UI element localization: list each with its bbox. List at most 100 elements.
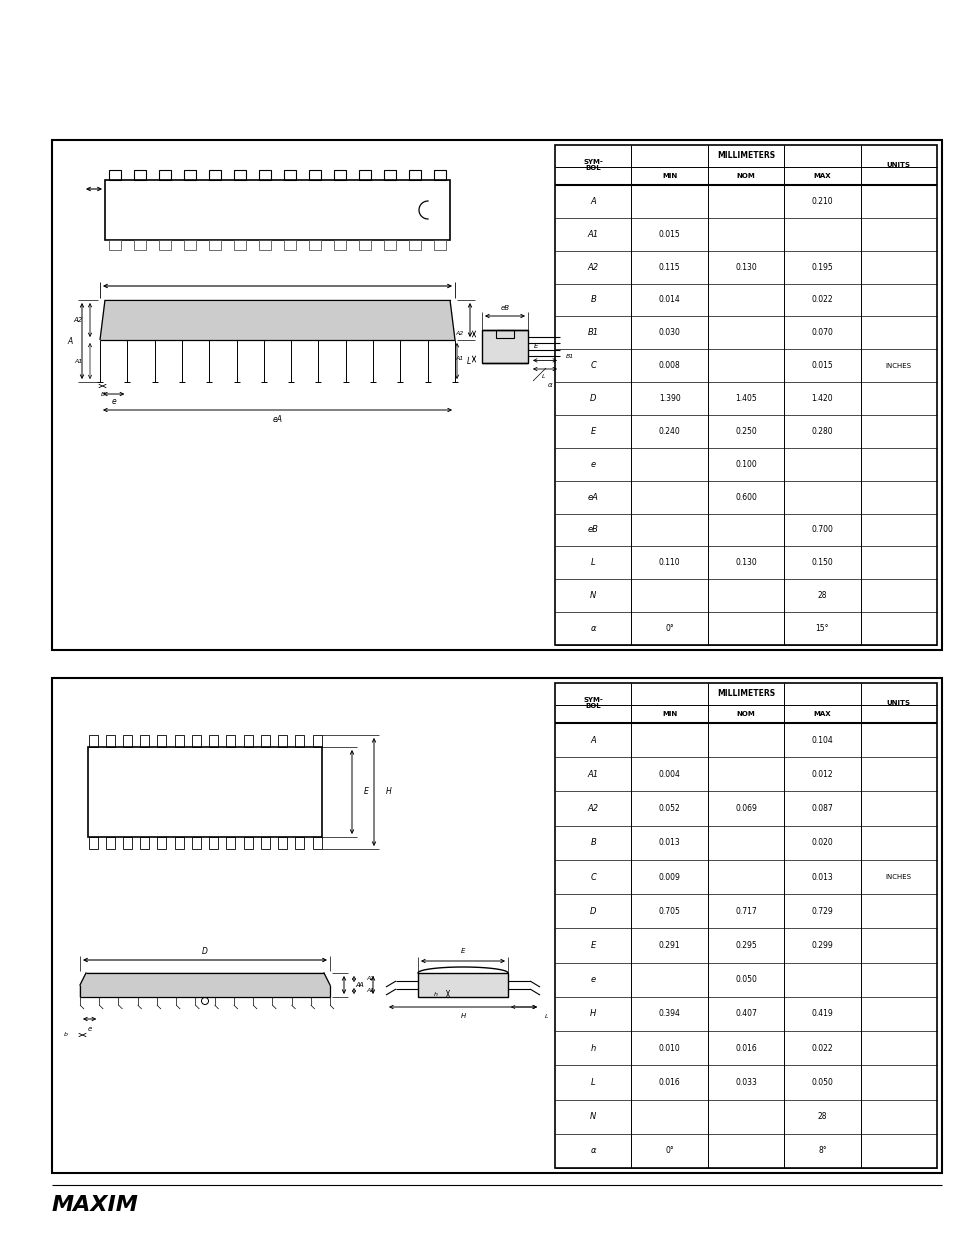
Text: A: A [590, 736, 596, 745]
Bar [384, 240, 395, 249]
Text: L: L [467, 357, 471, 366]
Bar [184, 170, 195, 180]
Text: 0.250: 0.250 [735, 427, 756, 436]
Bar [184, 240, 195, 249]
Bar [334, 170, 346, 180]
Text: 0.070: 0.070 [811, 329, 833, 337]
Text: 0.700: 0.700 [811, 526, 833, 535]
Bar [284, 240, 295, 249]
Bar [334, 240, 346, 249]
Text: h: h [590, 1044, 596, 1052]
Text: MIN: MIN [661, 711, 677, 718]
Text: 0.013: 0.013 [811, 873, 832, 882]
Text: MILLIMETERS: MILLIMETERS [717, 152, 774, 161]
Polygon shape [80, 973, 330, 997]
Text: 0.130: 0.130 [735, 558, 756, 567]
Text: B: B [101, 391, 105, 396]
Text: A: A [358, 982, 363, 988]
Text: C: C [590, 361, 596, 370]
Bar [243, 735, 253, 747]
Text: 28: 28 [817, 1113, 826, 1121]
Text: A2: A2 [73, 317, 83, 324]
Text: b: b [64, 1032, 68, 1037]
Circle shape [201, 998, 209, 1004]
Bar [159, 240, 171, 249]
Text: 0.015: 0.015 [811, 361, 832, 370]
Bar [496, 330, 514, 338]
Bar [384, 170, 395, 180]
Bar [434, 170, 446, 180]
Text: e: e [88, 1026, 91, 1032]
Text: 0.050: 0.050 [811, 1078, 833, 1087]
Text: A2: A2 [587, 263, 598, 272]
Bar [313, 735, 321, 747]
Text: 0.195: 0.195 [811, 263, 832, 272]
Bar [277, 735, 287, 747]
Text: 0.717: 0.717 [735, 906, 756, 916]
Text: 0.012: 0.012 [811, 769, 832, 779]
Text: 0.150: 0.150 [811, 558, 832, 567]
Bar [258, 240, 271, 249]
Text: E: E [534, 343, 537, 350]
Text: 0.130: 0.130 [735, 263, 756, 272]
Text: eA: eA [273, 415, 282, 424]
Bar [233, 240, 246, 249]
Bar [192, 837, 201, 848]
Text: MAX: MAX [813, 711, 830, 718]
Bar [106, 837, 114, 848]
Text: 8°: 8° [818, 1146, 826, 1156]
Text: 0.016: 0.016 [735, 1044, 756, 1052]
Bar [409, 240, 420, 249]
Text: 0.600: 0.600 [735, 493, 756, 501]
Bar [157, 837, 166, 848]
Text: eB: eB [587, 526, 598, 535]
Bar [226, 735, 235, 747]
Bar [105, 180, 450, 240]
Text: α: α [590, 1146, 596, 1156]
Bar [52, 140, 941, 650]
Text: 0.110: 0.110 [659, 558, 679, 567]
Text: 0.115: 0.115 [659, 263, 679, 272]
Text: H: H [386, 788, 392, 797]
Bar [140, 735, 149, 747]
Text: L: L [590, 1078, 595, 1087]
Text: 0°: 0° [664, 1146, 673, 1156]
Bar [226, 837, 235, 848]
Text: E: E [590, 427, 596, 436]
Bar [309, 240, 320, 249]
Text: 1.405: 1.405 [735, 394, 756, 403]
Text: 0.030: 0.030 [658, 329, 679, 337]
Text: INCHES: INCHES [885, 874, 911, 881]
Text: α: α [547, 382, 552, 388]
Text: A2: A2 [366, 977, 374, 982]
Bar [295, 735, 304, 747]
Text: 0.050: 0.050 [735, 976, 756, 984]
Text: 0.008: 0.008 [658, 361, 679, 370]
Bar [157, 735, 166, 747]
Bar [123, 837, 132, 848]
Bar [174, 735, 184, 747]
Text: 0.022: 0.022 [811, 1044, 832, 1052]
Bar [313, 837, 321, 848]
Text: α: α [590, 624, 596, 634]
Text: NOM: NOM [736, 173, 755, 179]
Bar [159, 170, 171, 180]
Bar [52, 678, 941, 1173]
Text: 0.104: 0.104 [811, 736, 832, 745]
Text: B1: B1 [565, 354, 574, 359]
Text: 0.394: 0.394 [658, 1009, 679, 1019]
Text: L: L [544, 1014, 548, 1019]
Text: 0.013: 0.013 [658, 839, 679, 847]
Text: A1: A1 [366, 988, 374, 993]
Text: L: L [590, 558, 595, 567]
Text: A: A [590, 196, 596, 206]
Bar [260, 837, 270, 848]
Bar [258, 170, 271, 180]
Bar [89, 837, 97, 848]
Bar [555, 683, 936, 1168]
Text: 0.419: 0.419 [811, 1009, 832, 1019]
Text: SYM-
BOL: SYM- BOL [582, 697, 602, 709]
Text: 0.069: 0.069 [735, 804, 756, 813]
Text: N: N [590, 592, 596, 600]
Bar [233, 170, 246, 180]
